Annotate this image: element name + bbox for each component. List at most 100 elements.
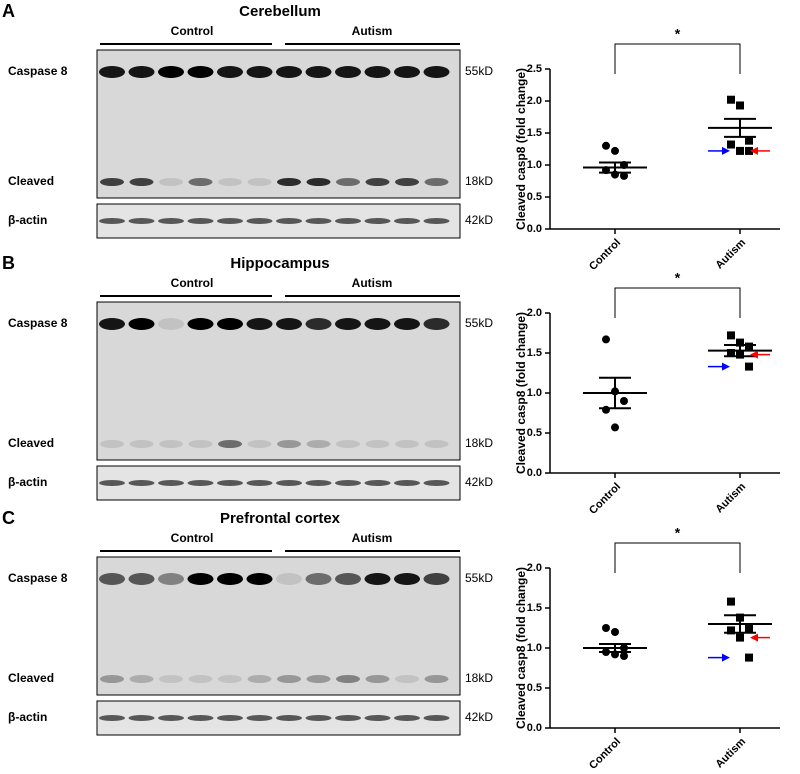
data-point bbox=[745, 653, 753, 662]
band bbox=[394, 573, 420, 585]
band bbox=[277, 178, 301, 186]
band bbox=[394, 218, 420, 224]
data-point bbox=[736, 338, 744, 347]
y-tick-label: 1.5 bbox=[527, 347, 542, 359]
panel-letter: C bbox=[2, 508, 15, 528]
data-point bbox=[727, 597, 735, 606]
band bbox=[423, 715, 450, 721]
band bbox=[246, 218, 273, 224]
data-point bbox=[620, 652, 628, 660]
band bbox=[395, 178, 419, 186]
y-tick-label: 1.5 bbox=[527, 602, 542, 614]
band bbox=[187, 318, 214, 330]
significance-label: * bbox=[675, 525, 681, 541]
band bbox=[187, 573, 214, 585]
data-point bbox=[745, 342, 753, 351]
band bbox=[277, 675, 301, 683]
band bbox=[187, 715, 214, 721]
band bbox=[99, 318, 125, 330]
band bbox=[158, 66, 184, 78]
band bbox=[247, 440, 272, 448]
band bbox=[128, 480, 155, 486]
data-point bbox=[727, 95, 735, 104]
band bbox=[335, 218, 361, 224]
band-label: β-actin bbox=[8, 213, 47, 227]
band-label: Caspase 8 bbox=[8, 64, 68, 78]
panel-letter: B bbox=[2, 253, 15, 273]
arrow-head bbox=[750, 633, 758, 642]
x-tick-label: Autism bbox=[713, 736, 748, 771]
band bbox=[217, 218, 243, 224]
arrow-head bbox=[722, 362, 730, 371]
size-label: 55kD bbox=[465, 316, 493, 330]
band bbox=[247, 675, 272, 683]
band bbox=[394, 715, 420, 721]
band bbox=[276, 480, 302, 486]
y-tick-label: 1.5 bbox=[527, 127, 542, 139]
data-point bbox=[611, 423, 619, 432]
band bbox=[364, 66, 391, 78]
group-label: Control bbox=[171, 531, 214, 545]
band bbox=[276, 66, 302, 78]
data-point bbox=[745, 624, 753, 632]
band bbox=[394, 480, 420, 486]
data-point bbox=[736, 101, 744, 110]
band bbox=[99, 480, 125, 486]
group-label: Autism bbox=[352, 276, 393, 290]
band bbox=[159, 178, 183, 186]
arrow-head bbox=[750, 146, 758, 155]
data-point bbox=[736, 146, 744, 155]
size-label: 55kD bbox=[465, 571, 493, 585]
band bbox=[100, 178, 124, 186]
data-point bbox=[611, 628, 619, 636]
y-axis-label: Cleaved casp8 (fold change) bbox=[514, 68, 528, 230]
band bbox=[246, 318, 273, 330]
band bbox=[336, 178, 360, 186]
band bbox=[246, 480, 273, 486]
y-tick-label: 0.0 bbox=[527, 722, 542, 734]
y-tick-label: 1.0 bbox=[527, 159, 542, 171]
band bbox=[276, 573, 302, 585]
band bbox=[217, 715, 243, 721]
band bbox=[306, 440, 331, 448]
band bbox=[158, 318, 184, 330]
error-bar bbox=[599, 376, 631, 410]
size-label: 18kD bbox=[465, 174, 493, 188]
band bbox=[305, 66, 332, 78]
significance-bracket bbox=[614, 43, 741, 74]
band bbox=[335, 715, 361, 721]
size-label: 42kD bbox=[465, 475, 493, 489]
band bbox=[99, 218, 125, 224]
data-point bbox=[745, 146, 753, 155]
data-point bbox=[727, 331, 735, 340]
band bbox=[158, 715, 184, 721]
band bbox=[217, 573, 243, 585]
y-tick-label: 2.0 bbox=[527, 562, 542, 574]
y-tick-label: 2.0 bbox=[527, 307, 542, 319]
band bbox=[364, 715, 391, 721]
significance-bracket bbox=[614, 287, 741, 318]
band bbox=[188, 440, 213, 448]
band bbox=[129, 440, 154, 448]
band bbox=[423, 318, 450, 330]
band bbox=[364, 218, 391, 224]
blot-title: Prefrontal cortex bbox=[220, 510, 341, 527]
band bbox=[246, 573, 273, 585]
band bbox=[424, 440, 449, 448]
y-tick-label: 0.0 bbox=[527, 467, 542, 479]
band bbox=[99, 715, 125, 721]
band-label: Cleaved bbox=[8, 671, 54, 685]
arrow-head bbox=[750, 350, 758, 359]
band bbox=[246, 66, 273, 78]
band bbox=[246, 715, 273, 721]
panel-letter: A bbox=[2, 1, 15, 21]
group-label: Control bbox=[171, 24, 214, 38]
band bbox=[424, 178, 449, 186]
x-tick-label: Autism bbox=[713, 481, 748, 516]
significance-bracket bbox=[614, 542, 741, 573]
band bbox=[129, 675, 154, 683]
data-point bbox=[727, 626, 735, 635]
size-label: 18kD bbox=[465, 671, 493, 685]
band bbox=[423, 66, 450, 78]
